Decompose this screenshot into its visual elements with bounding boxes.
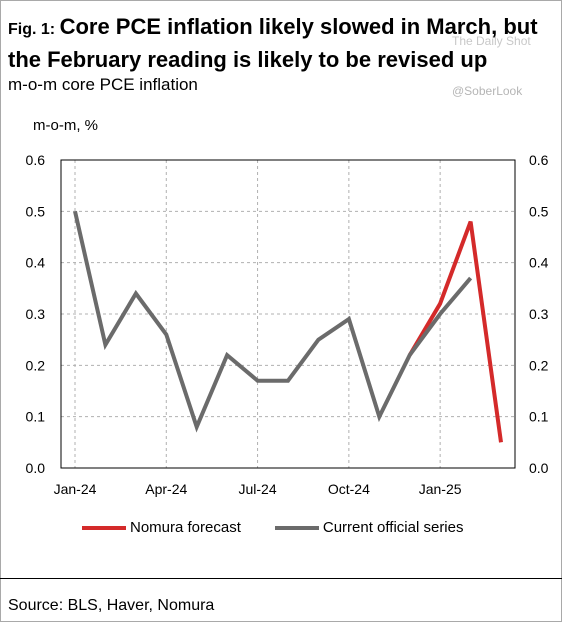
y-tick-label-left: 0.2	[26, 357, 46, 373]
x-tick-label: Jul-24	[239, 481, 277, 497]
chart-subtitle: m-o-m core PCE inflation	[8, 75, 198, 94]
x-tick-label: Oct-24	[328, 481, 370, 497]
chart-title: Fig. 1: Core PCE inflation likely slowed…	[8, 12, 560, 78]
series-line-official	[73, 210, 473, 433]
x-tick-label: Jan-24	[54, 481, 97, 497]
y-tick-label-left: 0.3	[26, 306, 46, 322]
legend-swatch-official	[274, 525, 319, 530]
y-tick-label-right: 0.0	[529, 460, 549, 476]
y-tick-label-right: 0.3	[529, 306, 549, 322]
y-tick-label-right: 0.4	[529, 255, 549, 271]
y-tick-label-left: 0.4	[26, 255, 46, 271]
figure-label: Fig. 1:	[8, 21, 56, 38]
y-tick-label-right: 0.6	[529, 152, 549, 168]
legend-item-forecast: Nomura forecast	[82, 519, 241, 536]
y-tick-label-left: 0.5	[26, 203, 46, 219]
y-tick-label-left: 0.6	[26, 152, 46, 168]
legend-swatch-forecast	[82, 525, 126, 530]
y-tick-label-left: 0.0	[26, 460, 46, 476]
legend-label-official: Current official series	[322, 519, 464, 536]
y-tick-label-right: 0.1	[529, 409, 549, 425]
chart-area: 0.0 0.0 0.1 0.1 0.2 0.2 0.3 0.3 0.4 0.4 0.5 0.5 0.6 0…	[26, 152, 549, 497]
legend-label-forecast: Nomura forecast	[130, 519, 241, 536]
y-axis-label: m-o-m, %	[33, 117, 98, 134]
legend: Nomura forecast Current official series	[82, 519, 498, 536]
y-tick-label-right: 0.5	[529, 203, 549, 219]
footer-divider	[0, 578, 562, 579]
watermark-soberlook: @SoberLook	[452, 84, 523, 98]
source-note: Source: BLS, Haver, Nomura	[8, 597, 215, 614]
title-text: Core PCE inflation likely slowed in Marc…	[8, 14, 538, 72]
x-tick-label: Jan-25	[419, 481, 462, 497]
x-tick-label: Apr-24	[145, 481, 187, 497]
series-line-nomura-forecast	[407, 220, 503, 443]
y-tick-label-right: 0.2	[529, 357, 549, 373]
plot-frame	[60, 159, 516, 469]
legend-item-official: Current official series	[274, 519, 464, 536]
watermark-daily-shot: The Daily Shot	[452, 34, 531, 48]
y-tick-label-left: 0.1	[26, 409, 46, 425]
